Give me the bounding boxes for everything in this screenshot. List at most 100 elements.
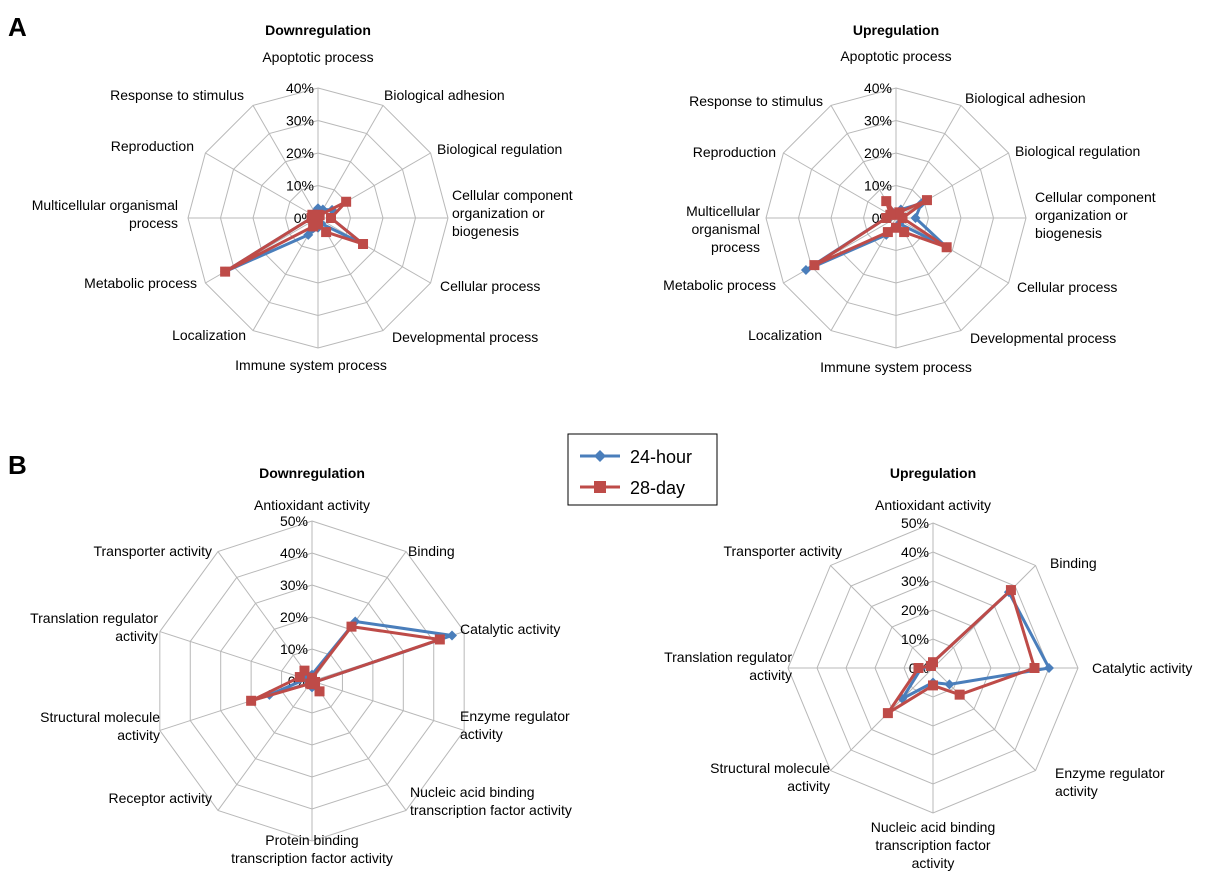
category-label-line: Catalytic activity: [460, 621, 560, 637]
data-point: [434, 634, 445, 645]
category-label-line: Response to stimulus: [110, 87, 244, 103]
category-label-line: biogenesis: [452, 223, 519, 239]
category-label: Biological adhesion: [384, 87, 505, 103]
data-point: [346, 621, 357, 632]
data-point: [308, 221, 319, 232]
category-label-line: activity: [460, 726, 503, 742]
category-label-line: Translation regulator: [30, 610, 158, 626]
category-label: Cellular process: [1017, 279, 1117, 295]
series-line: [267, 619, 454, 697]
category-label-line: Developmental process: [970, 330, 1116, 346]
category-label: Apoptotic process: [840, 48, 951, 64]
panel-letter-a: A: [8, 12, 27, 42]
category-label-line: Metabolic process: [663, 277, 776, 293]
category-label-line: activity: [115, 628, 158, 644]
category-label: Enzyme regulator activity: [1055, 765, 1165, 799]
data-point: [944, 679, 955, 690]
data-point: [326, 213, 336, 223]
category-label-line: activity: [1055, 783, 1098, 799]
data-point: [303, 229, 314, 240]
data-point: [1044, 663, 1054, 673]
tick-label: 20%: [864, 145, 892, 161]
legend-marker-24-hour: [594, 450, 606, 462]
category-label-line: Metabolic process: [84, 275, 197, 291]
category-label: Biological regulation: [1015, 143, 1140, 159]
category-label-line: Apoptotic process: [840, 48, 951, 64]
category-label-line: transcription factor activity: [410, 802, 572, 818]
chart-title: Downregulation: [259, 465, 365, 481]
category-label: Enzyme regulator activity: [460, 708, 570, 742]
category-label-line: Multicellular organismal: [32, 197, 178, 213]
category-label-line: Transporter activity: [723, 543, 842, 559]
radar-chart-2: Upregulation0%10%20%30%40%Apoptotic proc…: [663, 22, 1156, 375]
category-label-line: Transporter activity: [93, 543, 212, 559]
data-point: [299, 665, 310, 676]
category-label: Multicellular organismal process: [686, 203, 760, 255]
tick-label: 10%: [286, 178, 314, 194]
tick-label: 30%: [280, 577, 308, 593]
category-label-line: Response to stimulus: [689, 93, 823, 109]
tick-label: 10%: [864, 178, 892, 194]
data-point: [885, 209, 896, 220]
data-point: [925, 660, 936, 671]
category-label: Translation regulator activity: [664, 649, 792, 683]
category-label-line: Protein binding: [265, 832, 358, 848]
tick-label: 50%: [901, 515, 929, 531]
series-28-day: [220, 196, 369, 277]
tick-label: 40%: [901, 544, 929, 560]
category-label-line: Biological regulation: [437, 141, 562, 157]
category-label: Protein binding transcription factor acti…: [231, 832, 393, 866]
category-label: Reproduction: [693, 144, 776, 160]
category-label: Binding: [1050, 555, 1097, 571]
category-label-line: organization or: [452, 205, 545, 221]
category-label: Reproduction: [111, 138, 194, 154]
category-label-line: Nucleic acid binding: [410, 784, 535, 800]
category-label-line: activity: [912, 855, 955, 871]
series-28-day: [246, 621, 445, 706]
category-label-line: process: [129, 215, 178, 231]
tick-label: 20%: [286, 145, 314, 161]
panel-letter-b: B: [8, 450, 27, 480]
category-label-line: activity: [117, 727, 160, 743]
data-point: [954, 689, 965, 700]
category-label: Receptor activity: [109, 790, 212, 806]
category-label-line: organismal: [692, 221, 760, 237]
data-point: [891, 222, 901, 233]
category-label: Immune system process: [820, 359, 972, 375]
legend-label-24-hour: 24-hour: [630, 447, 692, 467]
category-label-line: Immune system process: [235, 357, 387, 373]
category-label: Antioxidant activity: [875, 497, 991, 513]
category-label-line: organization or: [1035, 207, 1128, 223]
category-label-line: Developmental process: [392, 329, 538, 345]
tick-label: 40%: [286, 80, 314, 96]
category-label-line: Localization: [748, 327, 822, 343]
tick-label: 10%: [901, 631, 929, 647]
data-point: [913, 663, 924, 673]
category-label: Translation regulator activity: [30, 610, 158, 644]
category-label-line: Reproduction: [693, 144, 776, 160]
category-label: Multicellular organismal process: [32, 197, 178, 231]
data-point: [294, 672, 305, 683]
legend: 24-hour 28-day: [567, 433, 718, 506]
data-point: [882, 227, 893, 238]
tick-label: 30%: [864, 113, 892, 129]
category-label: Transporter activity: [723, 543, 842, 559]
tick-label: 10%: [280, 641, 308, 657]
tick-label: 20%: [280, 609, 308, 625]
category-label-line: Cellular component: [1035, 189, 1156, 205]
category-label-line: Receptor activity: [109, 790, 212, 806]
category-label-line: Biological adhesion: [384, 87, 505, 103]
grid-spoke: [252, 105, 319, 219]
data-point: [881, 196, 892, 207]
category-label-line: Structural molecule: [40, 709, 160, 725]
category-label-line: biogenesis: [1035, 225, 1102, 241]
category-label: Metabolic process: [663, 277, 776, 293]
category-label-line: Cellular process: [440, 278, 540, 294]
tick-label: 20%: [901, 602, 929, 618]
category-label-line: Catalytic activity: [1092, 660, 1192, 676]
category-label: Binding: [408, 543, 455, 559]
category-label: Developmental process: [392, 329, 538, 345]
tick-label: 50%: [280, 513, 308, 529]
category-label-line: Antioxidant activity: [875, 497, 991, 513]
